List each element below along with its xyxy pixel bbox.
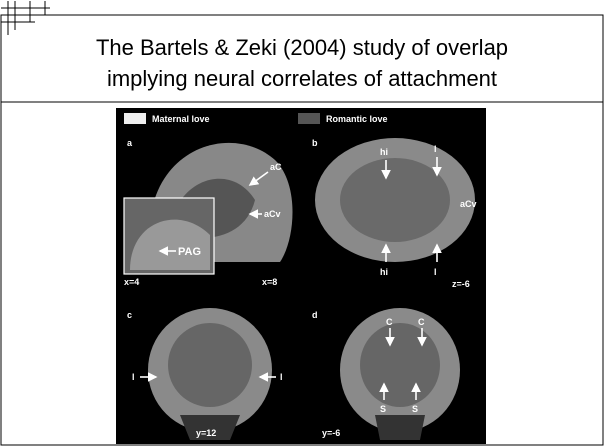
arrows	[140, 157, 442, 400]
annotation: l	[132, 372, 135, 382]
legend-label: Romantic love	[326, 114, 388, 124]
title-line: The Bartels & Zeki (2004) study of overl…	[96, 35, 508, 60]
annotation: aCv	[264, 209, 281, 219]
panel-label: b	[312, 138, 318, 148]
annotation: C	[386, 317, 393, 327]
annotation: PAG	[178, 246, 201, 258]
annotation: aCv	[460, 199, 477, 209]
annotation: y=12	[196, 428, 216, 438]
panel-label: c	[127, 310, 132, 320]
annotation: hi	[380, 267, 388, 277]
annotation: S	[412, 404, 418, 414]
annotation: aC	[270, 162, 282, 172]
title-line: implying neural correlates of attachment	[107, 66, 497, 91]
legend-label: Maternal love	[152, 114, 210, 124]
annotation: hi	[380, 147, 388, 157]
annotation: l	[434, 144, 437, 154]
annotation: l	[434, 267, 437, 277]
brain-figure: Maternal love Romantic love	[116, 108, 486, 444]
annotation: C	[418, 317, 425, 327]
annotation: l	[280, 372, 283, 382]
annotation: y=-6	[322, 428, 340, 438]
panel-label: a	[127, 138, 133, 148]
annotation: S	[380, 404, 386, 414]
annotation: x=8	[262, 277, 277, 287]
annotation: z=-6	[452, 279, 470, 289]
panel-label: d	[312, 310, 318, 320]
annotation: x=4	[124, 277, 139, 287]
